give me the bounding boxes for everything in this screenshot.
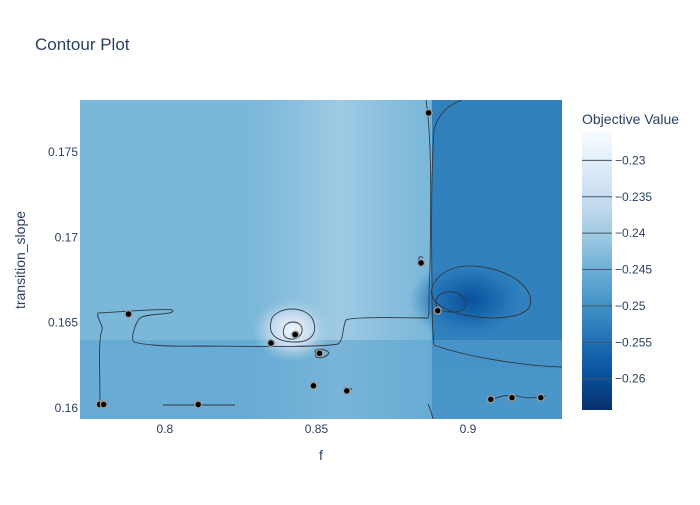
- trial-point: [266, 338, 276, 348]
- x-tick-label: 0.9: [460, 422, 477, 436]
- colorbar-tick-label: −0.24: [615, 226, 646, 240]
- trial-point: [99, 400, 108, 409]
- x-tick-label: 0.85: [305, 422, 329, 436]
- trial-point: [194, 400, 203, 409]
- trial-point: [291, 330, 300, 339]
- y-axis-label: transition_slope: [12, 211, 28, 309]
- colorbar-tick-label: −0.25: [615, 299, 646, 313]
- trial-point: [309, 381, 318, 390]
- trial-point: [507, 393, 517, 402]
- y-tick-label: 0.175: [48, 145, 78, 159]
- y-tick-label: 0.165: [48, 316, 78, 330]
- chart-title: Contour Plot: [35, 35, 130, 54]
- trial-point: [342, 386, 351, 395]
- contour-line-peak-inner: [282, 321, 303, 340]
- colorbar-tick-label: −0.255: [615, 335, 652, 349]
- trial-point: [433, 306, 442, 315]
- colorbar-tick-label: −0.23: [615, 153, 646, 167]
- trial-point: [315, 349, 324, 358]
- colorbar-title: Objective Value: [582, 111, 679, 127]
- contour-line-main: [97, 100, 432, 407]
- trial-point: [536, 393, 545, 402]
- colorbar-tick-label: −0.26: [615, 372, 646, 386]
- x-axis-label: f: [319, 447, 323, 463]
- trial-markers: [95, 108, 545, 409]
- trial-point: [416, 258, 426, 268]
- contour-region-bottom-right: [432, 368, 562, 419]
- contour-line-bottom-cut: [427, 403, 434, 419]
- contour-lines: [97, 100, 562, 419]
- colorbar-tick-label: −0.235: [615, 190, 652, 204]
- colorbar-tick-label: −0.245: [615, 263, 652, 277]
- y-tick-label: 0.17: [55, 230, 79, 244]
- plot-area: [80, 100, 562, 419]
- colorbar-gradient: [582, 132, 612, 410]
- trial-point: [124, 309, 133, 319]
- x-tick-label: 0.8: [157, 422, 174, 436]
- trial-point: [424, 108, 433, 117]
- colorbar-ticks: −0.23 −0.235 −0.24 −0.245 −0.25 −0.255 −0.26: [582, 153, 652, 386]
- colorbar: Objective Value −0.23−0.235−0.24−0.245−0…: [582, 111, 679, 410]
- y-axis-ticks: 0.16 0.165 0.17 0.175: [48, 145, 78, 415]
- contour-line-peak-outer: [270, 308, 316, 343]
- trial-point: [486, 395, 495, 404]
- x-axis-ticks: 0.8 0.85 0.9: [157, 422, 477, 436]
- y-tick-label: 0.16: [55, 401, 79, 415]
- contour-valley-region: [410, 258, 530, 342]
